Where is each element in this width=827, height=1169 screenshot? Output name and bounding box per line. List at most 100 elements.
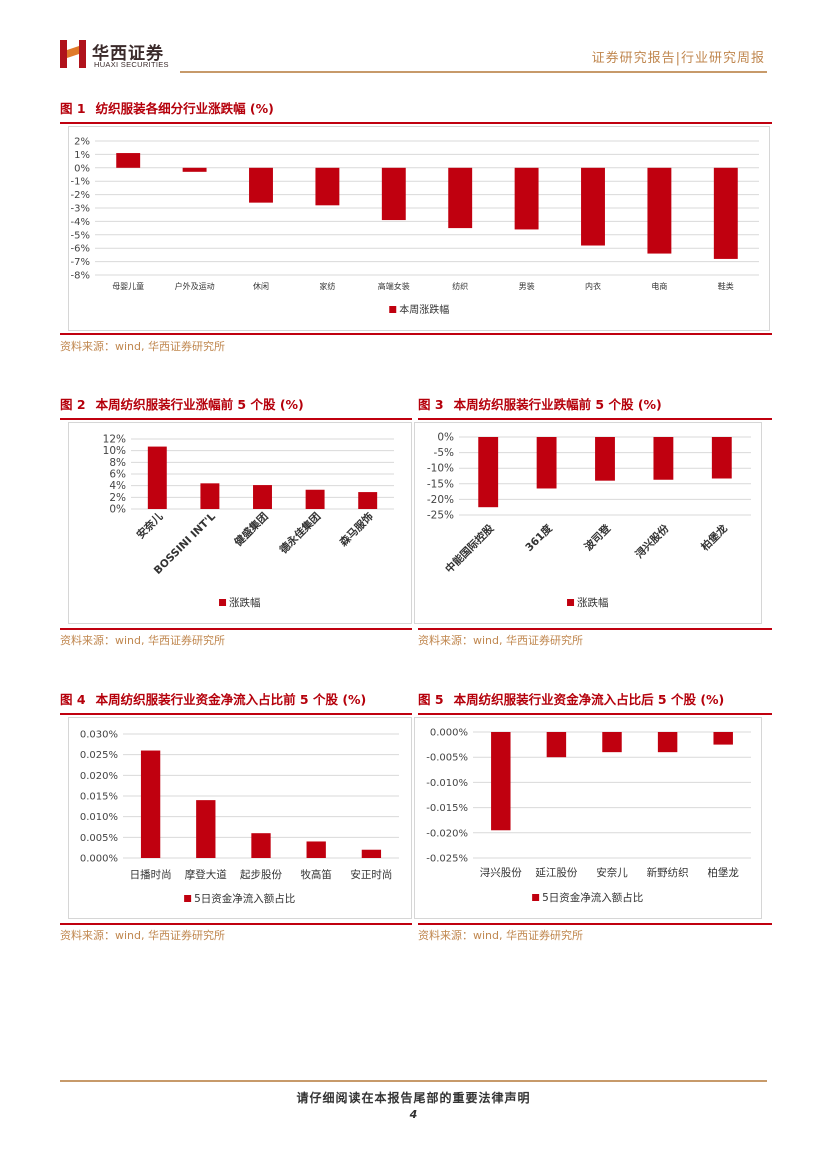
huaxi-logo-icon: [60, 40, 86, 68]
fig3-bar: [536, 437, 557, 489]
fig4-y-tick-label: 0.000%: [80, 854, 118, 865]
header-divider: [180, 71, 767, 73]
fig1-category-label: 家纺: [319, 281, 335, 291]
fig5-bar: [713, 732, 733, 745]
figure-4-top-rule: [60, 713, 412, 715]
page-number: 4: [409, 1108, 418, 1121]
fig1-category-label: 男装: [519, 281, 535, 291]
fig1-legend-label: 本周涨跌幅: [399, 303, 449, 316]
fig5-legend-swatch: [532, 894, 540, 901]
fig2-bar: [253, 485, 272, 509]
figure-5-source: 资料来源：wind, 华西证券研究所: [418, 929, 583, 942]
figure-3-top-rule: [418, 418, 772, 420]
fig1-category-label: 鞋类: [718, 281, 734, 291]
fig4-category-label: 安正时尚: [350, 868, 392, 881]
figure-3-chart: 0% -5% -10% -15% -20% -25%中能国际控股 361度 波司登 浔兴股份 柏堡…: [427, 432, 751, 609]
figure-1-chart: 2% 1% 0% -1% -2% -3% -4% -5% -6% -7% -8% 母婴儿童 户外及运动 休…: [71, 137, 759, 316]
fig4-category-label: 摩登大道: [185, 868, 227, 881]
fig5-category-label: 浔兴股份: [480, 866, 522, 879]
fig5-y-tick-label: -0.015%: [426, 803, 468, 814]
legal-disclaimer: 请仔细阅读在本报告尾部的重要法律声明: [296, 1091, 531, 1105]
fig5-legend-label: 5日资金净流入额占比: [542, 891, 643, 904]
fig1-bar: [116, 153, 141, 168]
figure-1-number: 图 1: [60, 101, 86, 116]
fig5-y-tick-label: -0.005%: [426, 753, 468, 764]
figure-2-number: 图 2: [60, 397, 86, 412]
fig1-y-tick-label: -8%: [71, 271, 90, 282]
figure-4-caption: 图 4 本周纺织服装行业资金净流入占比前 5 个股 (%): [60, 689, 366, 708]
fig1-bar: [381, 167, 406, 221]
fig4-category-label: 起步股份: [240, 869, 282, 881]
fig1-category-label: 电商: [651, 281, 667, 291]
fig1-category-label: 母婴儿童: [112, 281, 144, 291]
fig4-y-tick-label: 0.015%: [80, 792, 118, 803]
fig3-category-label: 浔兴股份: [633, 522, 672, 561]
fig5-y-tick-label: -0.025%: [426, 854, 468, 865]
fig1-y-tick-label: -6%: [71, 244, 90, 255]
figure-5-bottom-rule: [418, 923, 772, 925]
fig2-category-label: 安奈儿: [134, 510, 166, 542]
fig1-y-tick-label: -2%: [71, 190, 90, 201]
figure-2-caption: 图 2 本周纺织服装行业涨幅前 5 个股 (%): [60, 394, 304, 413]
fig2-bar: [200, 483, 220, 509]
fig2-category-label: 德永佳集团: [276, 510, 323, 557]
fig2-category-label: 健盛集团: [232, 510, 271, 549]
fig4-category-label: 日播时尚: [130, 868, 172, 881]
fig5-y-tick-label: 0.000%: [430, 728, 468, 739]
figure-4-chart: 0.030% 0.025% 0.020% 0.015% 0.010% 0.005% 0.00…: [80, 730, 399, 905]
fig1-category-label: 内衣: [585, 281, 601, 291]
figure-3-source: 资料来源：wind, 华西证券研究所: [418, 634, 583, 647]
logo-chinese-name: 华西证券: [92, 44, 164, 64]
fig2-bar: [305, 489, 325, 509]
fig1-y-tick-label: 0%: [74, 163, 90, 174]
fig2-y-tick-label: 4%: [109, 480, 126, 492]
fig3-category-label: 中能国际控股: [443, 522, 497, 576]
figure-2-top-rule: [60, 418, 412, 420]
fig5-bar: [657, 732, 678, 753]
figure-1-top-rule: [60, 122, 772, 124]
fig2-legend-label: 涨跌幅: [229, 596, 261, 609]
logo-english-name: HUAXI SECURITIES: [94, 60, 169, 69]
fig5-category-label: 新野纺织: [647, 866, 689, 879]
fig3-bar: [711, 437, 732, 479]
fig4-bar: [140, 750, 161, 858]
fig3-bar: [653, 437, 674, 480]
figure-1-caption: 图 1 纺织服装各细分行业涨跌幅 (%): [60, 98, 274, 117]
fig4-y-tick-label: 0.010%: [80, 812, 118, 823]
figure-5-number: 图 5: [418, 692, 444, 707]
fig3-y-tick-label: -15%: [427, 478, 454, 490]
fig1-bar: [713, 167, 738, 259]
figure-1-source: 资料来源：wind, 华西证券研究所: [60, 340, 225, 353]
fig5-bar: [546, 732, 567, 758]
fig5-category-label: 延江股份: [535, 867, 577, 879]
fig1-y-tick-label: -7%: [71, 257, 90, 268]
fig3-y-tick-label: -25%: [427, 510, 454, 522]
fig4-y-tick-label: 0.030%: [80, 730, 118, 741]
fig2-y-tick-label: 2%: [109, 492, 126, 504]
fig1-y-tick-label: -4%: [71, 217, 90, 228]
figure-4-title: 本周纺织服装行业资金净流入占比前 5 个股 (%): [95, 692, 367, 707]
fig4-bar: [251, 833, 271, 858]
fig5-y-tick-label: -0.010%: [426, 778, 468, 789]
fig4-legend-swatch: [184, 895, 192, 902]
figure-2-bottom-rule: [60, 628, 412, 630]
figure-2-title: 本周纺织服装行业涨幅前 5 个股 (%): [95, 397, 304, 412]
fig2-y-tick-label: 8%: [109, 457, 126, 469]
figure-3-number: 图 3: [418, 397, 444, 412]
figure-4-bottom-rule: [60, 923, 412, 925]
fig2-legend-swatch: [219, 599, 227, 606]
fig3-category-label: 柏堡龙: [698, 522, 730, 554]
fig1-bar: [514, 167, 539, 230]
fig1-legend-swatch: [389, 306, 397, 313]
figure-1-title: 纺织服装各细分行业涨跌幅 (%): [95, 101, 274, 116]
fig4-y-tick-label: 0.005%: [80, 833, 118, 844]
fig4-bar: [361, 849, 382, 858]
fig3-y-tick-label: -20%: [427, 494, 454, 506]
fig1-category-label: 休闲: [253, 281, 269, 291]
figure-2-source: 资料来源：wind, 华西证券研究所: [60, 634, 225, 647]
fig4-bar: [196, 800, 216, 858]
fig4-legend-label: 5日资金净流入额占比: [194, 892, 295, 905]
fig3-legend-label: 涨跌幅: [577, 596, 609, 609]
figure-5-caption: 图 5 本周纺织服装行业资金净流入占比后 5 个股 (%): [418, 689, 724, 708]
figure-4-chart-box: 0.030% 0.025% 0.020% 0.015% 0.010% 0.005% 0.00…: [68, 717, 412, 919]
